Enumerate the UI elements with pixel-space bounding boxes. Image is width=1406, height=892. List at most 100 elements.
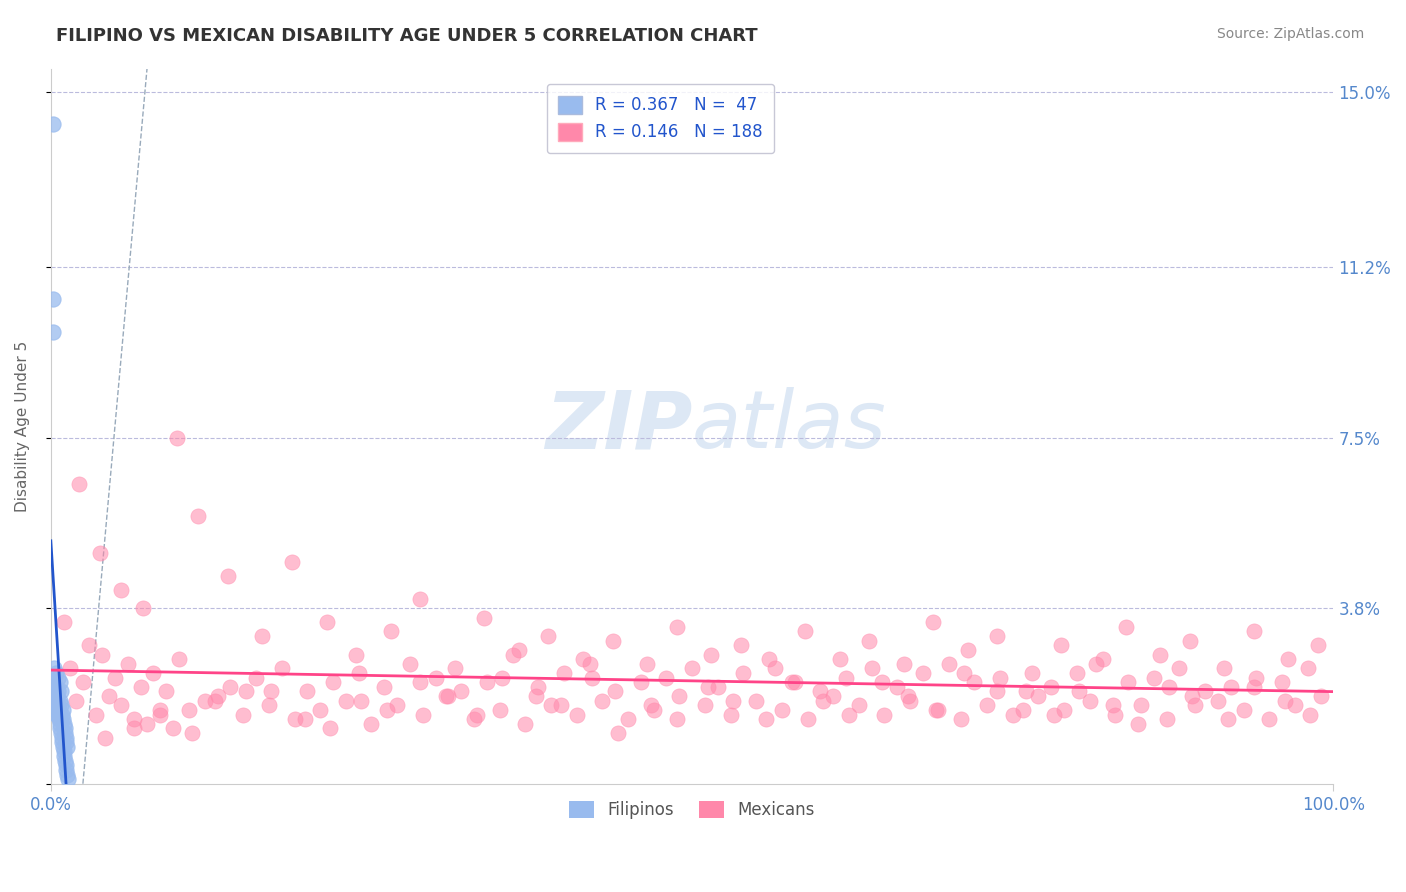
Point bbox=[49, 716, 72, 731]
Point bbox=[733, 665, 755, 680]
Point bbox=[508, 643, 530, 657]
Point bbox=[1014, 684, 1036, 698]
Point bbox=[294, 712, 316, 726]
Point bbox=[52, 712, 75, 726]
Point bbox=[360, 716, 382, 731]
Point bbox=[1040, 680, 1063, 694]
Point bbox=[1128, 716, 1150, 731]
Point bbox=[1069, 684, 1091, 698]
Point bbox=[693, 698, 716, 713]
Point bbox=[51, 731, 73, 745]
Point bbox=[956, 643, 979, 657]
Point bbox=[283, 712, 305, 726]
Point bbox=[53, 749, 76, 764]
Point bbox=[780, 675, 803, 690]
Point bbox=[1274, 694, 1296, 708]
Point bbox=[886, 680, 908, 694]
Point bbox=[1299, 707, 1322, 722]
Point bbox=[1184, 698, 1206, 713]
Point bbox=[783, 675, 806, 690]
Point bbox=[602, 633, 624, 648]
Point bbox=[758, 652, 780, 666]
Point bbox=[48, 675, 70, 690]
Point bbox=[45, 665, 67, 680]
Point bbox=[1206, 694, 1229, 708]
Point bbox=[52, 739, 75, 754]
Point bbox=[425, 671, 447, 685]
Point bbox=[988, 671, 1011, 685]
Point bbox=[443, 661, 465, 675]
Point bbox=[1104, 707, 1126, 722]
Point bbox=[117, 657, 139, 671]
Point bbox=[219, 680, 242, 694]
Point bbox=[45, 680, 67, 694]
Point bbox=[52, 615, 75, 630]
Point bbox=[527, 680, 550, 694]
Point bbox=[1258, 712, 1281, 726]
Point bbox=[434, 689, 457, 703]
Point bbox=[46, 671, 69, 685]
Point bbox=[235, 684, 257, 698]
Point bbox=[643, 703, 665, 717]
Point bbox=[681, 661, 703, 675]
Point bbox=[167, 652, 190, 666]
Point bbox=[136, 716, 159, 731]
Point bbox=[412, 707, 434, 722]
Point bbox=[1053, 703, 1076, 717]
Point bbox=[1143, 671, 1166, 685]
Point bbox=[1021, 665, 1043, 680]
Point bbox=[1271, 675, 1294, 690]
Point bbox=[636, 657, 658, 671]
Point bbox=[79, 638, 101, 652]
Point bbox=[1284, 698, 1306, 713]
Point bbox=[700, 648, 723, 662]
Point bbox=[721, 694, 744, 708]
Text: Source: ZipAtlas.com: Source: ZipAtlas.com bbox=[1216, 27, 1364, 41]
Point bbox=[52, 703, 75, 717]
Point bbox=[696, 680, 718, 694]
Point bbox=[953, 665, 976, 680]
Point bbox=[375, 703, 398, 717]
Point bbox=[44, 694, 66, 708]
Point bbox=[553, 665, 575, 680]
Point bbox=[1130, 698, 1153, 713]
Point bbox=[1149, 648, 1171, 662]
Point bbox=[1309, 689, 1331, 703]
Point bbox=[828, 652, 851, 666]
Point bbox=[142, 665, 165, 680]
Point bbox=[155, 684, 177, 698]
Point bbox=[1050, 638, 1073, 652]
Point bbox=[591, 694, 613, 708]
Point bbox=[897, 689, 920, 703]
Point bbox=[49, 698, 72, 713]
Point bbox=[1101, 698, 1123, 713]
Point bbox=[252, 629, 274, 643]
Point bbox=[319, 722, 342, 736]
Point bbox=[823, 689, 845, 703]
Point bbox=[42, 292, 65, 306]
Point bbox=[204, 694, 226, 708]
Point bbox=[399, 657, 422, 671]
Point bbox=[986, 629, 1008, 643]
Point bbox=[1243, 624, 1265, 639]
Point bbox=[488, 703, 510, 717]
Point bbox=[893, 657, 915, 671]
Point bbox=[245, 671, 267, 685]
Point bbox=[49, 726, 72, 740]
Point bbox=[986, 684, 1008, 698]
Point bbox=[911, 665, 934, 680]
Y-axis label: Disability Age Under 5: Disability Age Under 5 bbox=[15, 341, 30, 512]
Point bbox=[91, 648, 114, 662]
Point bbox=[1306, 638, 1329, 652]
Point bbox=[194, 694, 217, 708]
Point bbox=[44, 689, 66, 703]
Point bbox=[617, 712, 640, 726]
Point bbox=[52, 716, 75, 731]
Point bbox=[297, 684, 319, 698]
Point bbox=[67, 476, 90, 491]
Point bbox=[870, 675, 893, 690]
Point bbox=[42, 675, 65, 690]
Point bbox=[162, 722, 184, 736]
Point bbox=[1085, 657, 1108, 671]
Point bbox=[491, 671, 513, 685]
